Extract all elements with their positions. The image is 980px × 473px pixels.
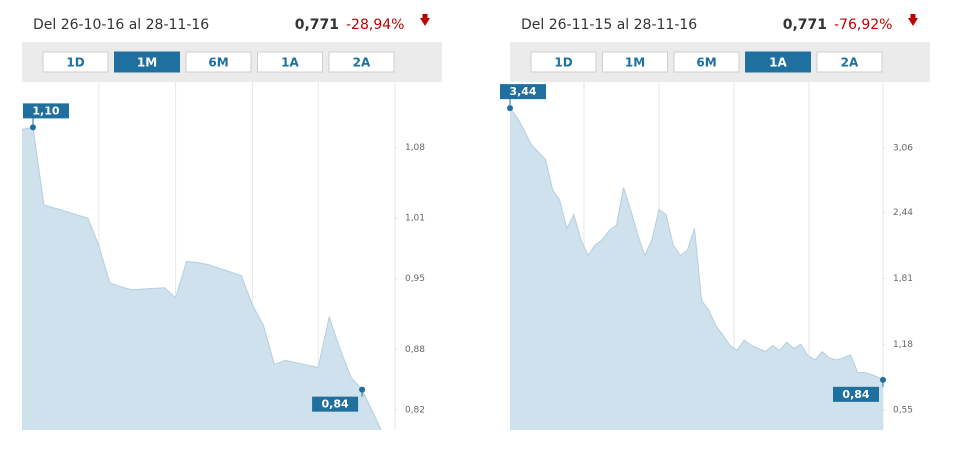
down-arrow-stem [910, 14, 916, 18]
price-area [510, 108, 883, 430]
y-tick-label: 3,06 [893, 143, 913, 153]
callout-box [312, 396, 359, 412]
y-tick-label: 0,55 [893, 406, 913, 416]
range-button[interactable] [602, 51, 668, 73]
callout-box [500, 84, 546, 100]
range-button-label[interactable]: 1D [554, 56, 572, 70]
callout-label: 0,84 [322, 398, 349, 411]
y-tick-label: 0,82 [405, 405, 425, 415]
down-arrow [908, 18, 918, 26]
range-button-label[interactable]: 6M [208, 56, 228, 70]
range-button[interactable] [745, 51, 811, 73]
range-button[interactable] [257, 51, 323, 73]
callout-box [22, 103, 69, 119]
y-tick-label: 1,08 [405, 143, 425, 153]
point-marker [29, 124, 36, 131]
price: 0,771 [295, 17, 339, 33]
y-tick-label: 0,95 [405, 274, 425, 284]
range-button-label[interactable]: 2A [841, 56, 859, 70]
range-button[interactable] [530, 51, 597, 73]
range-button[interactable] [816, 51, 883, 73]
range-button-label[interactable]: 1M [625, 56, 645, 70]
range-button-label[interactable]: 2A [353, 56, 371, 70]
range-button[interactable] [42, 51, 109, 73]
point-marker [880, 376, 886, 383]
price-area [22, 127, 395, 430]
range-button-label[interactable]: 1M [137, 56, 157, 70]
range-button-label[interactable]: 6M [696, 56, 716, 70]
y-tick-label: 0,88 [405, 345, 425, 355]
price: 0,771 [783, 17, 827, 33]
range-button[interactable] [673, 51, 740, 73]
date-range: Del 26-11-15 al 28-11-16 [521, 17, 697, 33]
range-button[interactable] [328, 51, 395, 73]
y-tick-label: 2,44 [893, 208, 913, 218]
price-line [510, 107, 884, 381]
change: -76,92% [834, 17, 892, 33]
down-arrow [420, 18, 430, 26]
y-tick-label: 1,18 [893, 340, 913, 350]
callout-label: 3,44 [509, 85, 536, 98]
change: -28,94% [346, 17, 404, 33]
range-button-label[interactable]: 1A [281, 56, 299, 70]
callout-label: 1,10 [32, 104, 59, 117]
point-marker [359, 386, 366, 393]
down-arrow-stem [422, 14, 428, 18]
callout-box [833, 386, 879, 402]
callout-label: 0,84 [842, 388, 869, 401]
point-marker [507, 105, 513, 112]
range-button[interactable] [185, 51, 252, 73]
range-button-label[interactable]: 1D [66, 56, 84, 70]
y-tick-label: 1,81 [893, 274, 913, 284]
y-tick-label: 1,01 [405, 214, 425, 224]
range-button[interactable] [114, 51, 180, 73]
range-button-label[interactable]: 1A [769, 56, 787, 70]
date-range: Del 26-10-16 al 28-11-16 [33, 17, 209, 33]
price-line [22, 126, 382, 430]
